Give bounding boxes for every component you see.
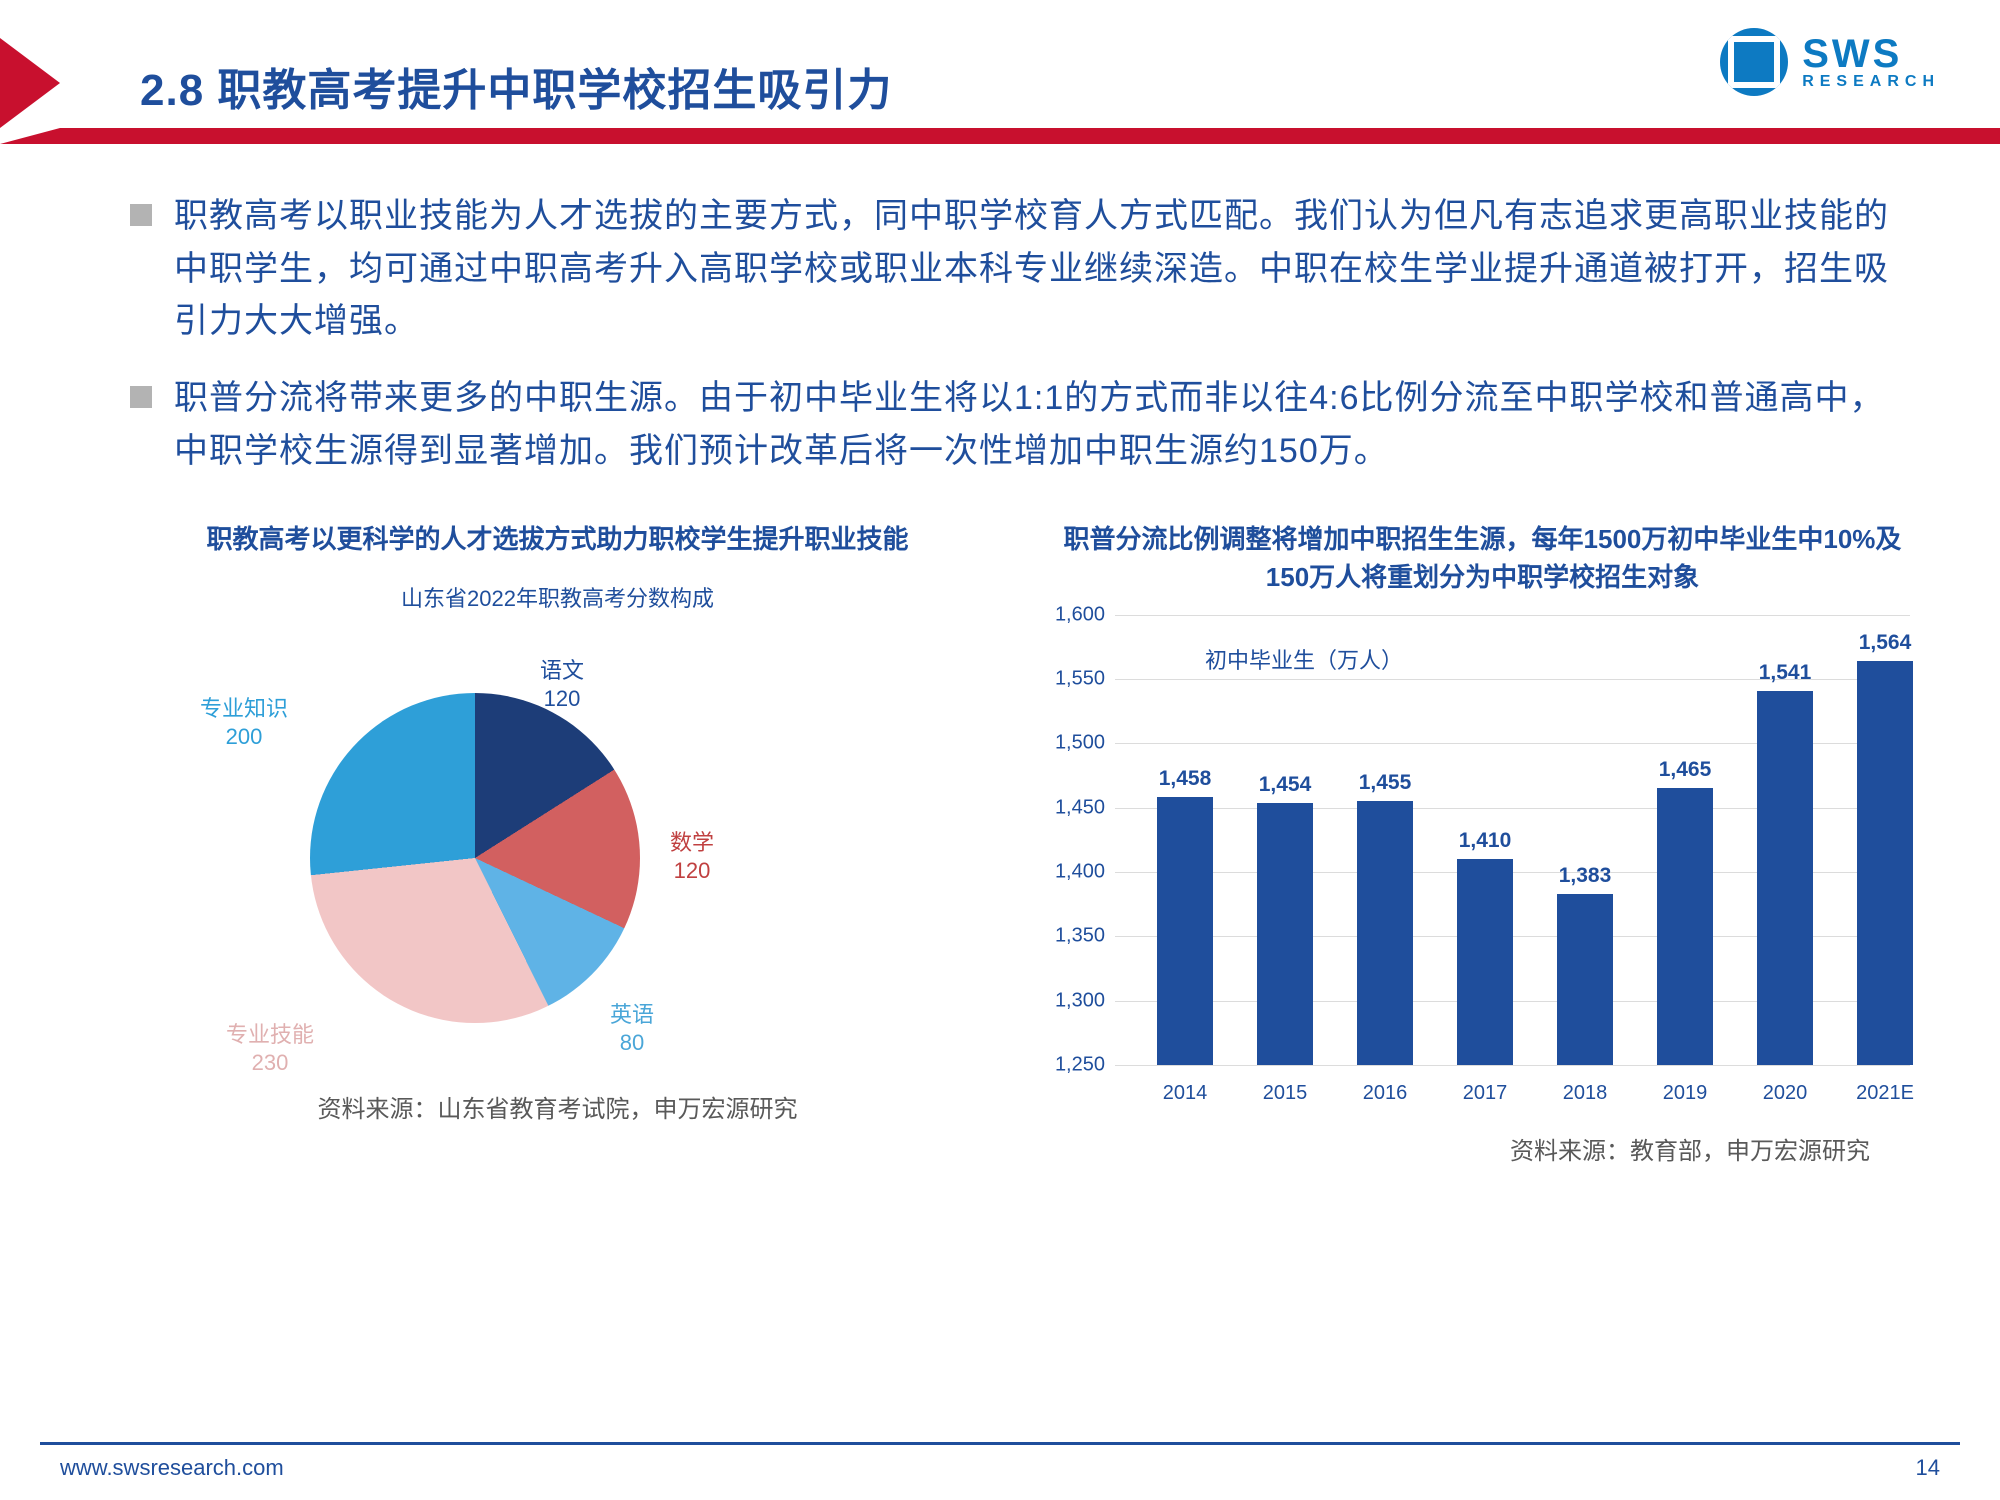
logo-text-big: SWS [1802, 34, 1940, 74]
pie-slice-label: 语文120 [540, 657, 584, 712]
bar-x-tick-label: 2017 [1445, 1082, 1525, 1105]
bar [1657, 788, 1713, 1064]
footer-page-number: 14 [1916, 1455, 1940, 1481]
bar-plot-area: 初中毕业生（万人） 1,2501,3001,3501,4001,4501,500… [1115, 615, 1910, 1065]
bar-value-label: 1,383 [1545, 864, 1625, 888]
pie-source: 资料来源：山东省教育考试院，申万宏源研究 [110, 1089, 1005, 1124]
page-title: 2.8 职教高考提升中职学校招生吸引力 [140, 54, 892, 128]
red-triangle-decor [0, 38, 60, 128]
pie-chart-box: 职教高考以更科学的人才选拔方式助力职校学生提升职业技能 山东省2022年职教高考… [110, 521, 1005, 1165]
pie-slice-label: 数学120 [670, 829, 714, 884]
bar-x-tick-label: 2015 [1245, 1082, 1325, 1105]
charts-row: 职教高考以更科学的人才选拔方式助力职校学生提升职业技能 山东省2022年职教高考… [0, 511, 2000, 1165]
sws-logo-text: SWS RESEARCH [1802, 34, 1940, 90]
pie-slice-label: 英语80 [610, 1001, 654, 1056]
bar-y-tick-label: 1,300 [1035, 989, 1105, 1012]
sws-logo: SWS RESEARCH [1720, 28, 1940, 96]
red-strip-decor [0, 128, 2000, 144]
bar-x-tick-label: 2018 [1545, 1082, 1625, 1105]
logo-text-small: RESEARCH [1802, 74, 1940, 90]
pie-chart-title: 职教高考以更科学的人才选拔方式助力职校学生提升职业技能 [110, 521, 1005, 559]
pie-slice-label: 专业知识200 [200, 695, 288, 750]
bar-source: 资料来源：教育部，申万宏源研究 [1035, 1131, 1930, 1166]
bar-x-tick-label: 2021E [1845, 1082, 1925, 1105]
bar-gridline [1115, 1065, 1910, 1066]
slide-header: 2.8 职教高考提升中职学校招生吸引力 SWS RESEARCH [0, 0, 2000, 128]
bar-value-label: 1,541 [1745, 661, 1825, 685]
bar-value-label: 1,458 [1145, 767, 1225, 791]
bar [1357, 801, 1413, 1065]
footer-url: www.swsresearch.com [60, 1455, 284, 1481]
pie-canvas [310, 693, 640, 1023]
bar-chart: 初中毕业生（万人） 1,250 1,300 1,350 1,400 1,450 1,500… [1035, 605, 1930, 1125]
bar-x-tick-label: 2014 [1145, 1082, 1225, 1105]
bar-x-tick-label: 2020 [1745, 1082, 1825, 1105]
pie-slice-label: 专业技能230 [226, 1021, 314, 1076]
bar-gridline [1115, 615, 1910, 616]
bullet-list: 职教高考以职业技能为人才选拔的主要方式，同中职学校育人方式匹配。我们认为但凡有志… [0, 144, 2000, 511]
bullet-text: 职教高考以职业技能为人才选拔的主要方式，同中职学校育人方式匹配。我们认为但凡有志… [174, 190, 1890, 348]
bar-y-tick-label: 1,350 [1035, 925, 1105, 948]
bar-value-label: 1,410 [1445, 829, 1525, 853]
bar-value-label: 1,564 [1845, 631, 1925, 655]
bar-legend: 初中毕业生（万人） [1205, 643, 1403, 675]
bar [1157, 797, 1213, 1064]
bar-chart-box: 职普分流比例调整将增加中职招生生源，每年1500万初中毕业生中10%及150万人… [1035, 521, 1930, 1165]
bar-chart-title: 职普分流比例调整将增加中职招生生源，每年1500万初中毕业生中10%及150万人… [1035, 521, 1930, 596]
bar-value-label: 1,465 [1645, 758, 1725, 782]
bullet-text: 职普分流将带来更多的中职生源。由于初中毕业生将以1:1的方式而非以往4:6比例分… [174, 372, 1890, 477]
bar [1757, 691, 1813, 1065]
bar-y-tick-label: 1,450 [1035, 796, 1105, 819]
bar-y-tick-label: 1,550 [1035, 668, 1105, 691]
bar-value-label: 1,455 [1345, 771, 1425, 795]
sws-logo-icon [1720, 28, 1788, 96]
bar [1257, 803, 1313, 1065]
bullet-square-icon [130, 204, 152, 226]
bar-x-tick-label: 2016 [1345, 1082, 1425, 1105]
bullet-item: 职普分流将带来更多的中职生源。由于初中毕业生将以1:1的方式而非以往4:6比例分… [130, 372, 1890, 477]
bullet-square-icon [130, 386, 152, 408]
bar-x-tick-label: 2019 [1645, 1082, 1725, 1105]
bullet-item: 职教高考以职业技能为人才选拔的主要方式，同中职学校育人方式匹配。我们认为但凡有志… [130, 190, 1890, 348]
pie-chart: 语文120 数学120 英语80 专业技能230 专业知识200 [110, 623, 1005, 1083]
bar [1557, 894, 1613, 1065]
bar-value-label: 1,454 [1245, 773, 1325, 797]
bar [1457, 859, 1513, 1065]
pie-chart-subtitle: 山东省2022年职教高考分数构成 [110, 581, 1005, 613]
bar [1857, 661, 1913, 1065]
bar-y-tick-label: 1,500 [1035, 732, 1105, 755]
bar-y-tick-label: 1,600 [1035, 603, 1105, 626]
bar-y-tick-label: 1,250 [1035, 1053, 1105, 1076]
bar-y-tick-label: 1,400 [1035, 860, 1105, 883]
slide-footer: www.swsresearch.com 14 [0, 1442, 2000, 1500]
